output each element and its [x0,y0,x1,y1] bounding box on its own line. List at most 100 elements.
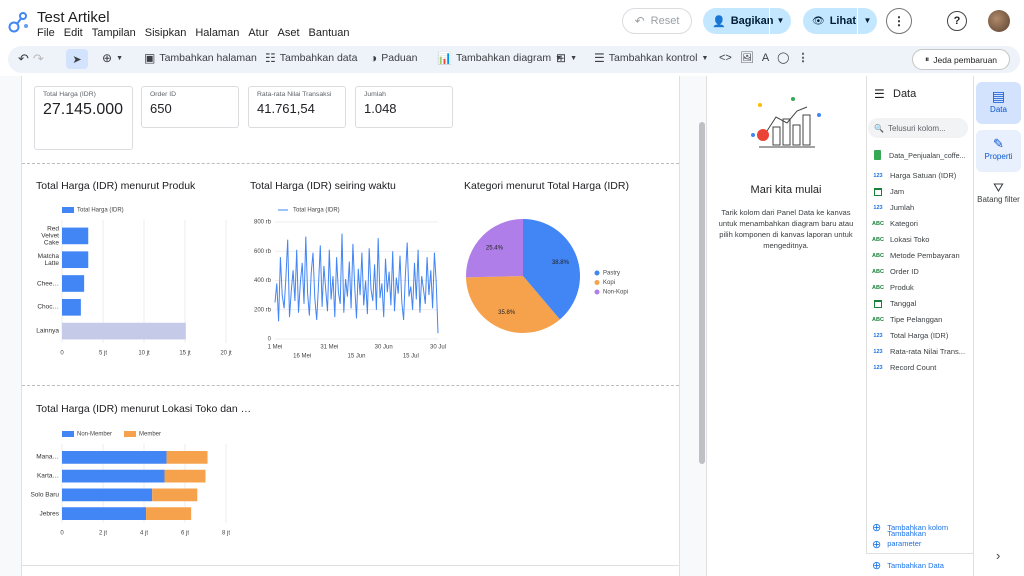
rail-properties[interactable]: ✎ Properti [976,130,1021,172]
rail-properties-label: Properti [984,152,1013,161]
report-title[interactable]: Test Artikel [37,9,110,26]
theme[interactable]: ◑ Paduan [370,51,418,65]
menu-item[interactable]: Bantuan [308,27,350,39]
field-type-icon: 123 [873,332,883,339]
avatar[interactable] [988,10,1010,32]
theme-label: Paduan [381,52,418,64]
view-label: Lihat [829,15,856,27]
view-button[interactable]: 👁 Lihat ▼ [803,8,877,34]
collapse-button[interactable]: › [996,548,1001,563]
more-button[interactable]: ⋮ [886,8,912,34]
zoom[interactable]: ⊕ ▼ [102,51,123,65]
add-data-label: Tambahkan data [279,52,358,64]
add-data-footer-label: Tambahkan Data [887,560,944,570]
add-field[interactable]: ⊕ Tambahkan kolom [872,522,949,534]
scrollbar[interactable] [699,122,705,464]
menu-item[interactable]: Edit [63,27,83,39]
field-name: Lokasi Toko [890,235,930,244]
scorecard-label: Jumlah [364,91,386,98]
scorecard[interactable]: Total Harga (IDR) 27.145.000 [34,86,133,150]
logo [8,12,28,33]
help-button[interactable]: ? [947,11,967,31]
field-name: Rata-rata Nilai Trans... [890,347,966,356]
y-category-label: Matcha Latte [37,252,59,267]
menu-item[interactable]: Sisipkan [144,27,187,39]
field-name: Jam [890,187,905,196]
canvas-edge [22,565,679,566]
scorecard[interactable]: Rata-rata Nilai Transaksi 41.761,54 [248,86,346,128]
scorecard[interactable]: Order ID 650 [141,86,239,128]
date-icon [874,299,882,308]
field-name: Metode Pembayaran [890,251,960,260]
field-type-icon: 123 [873,204,883,211]
reset-button[interactable]: ↶ Reset [622,8,692,34]
field-item[interactable]: 123 Jumlah [872,203,914,212]
field-type-icon: ABC [872,284,884,291]
scorecard-value: 650 [150,101,172,116]
field-name: Order ID [890,267,919,276]
scorecard-label: Rata-rata Nilai Transaksi [257,91,332,98]
date-icon [874,187,882,196]
field-type-icon: ABC [872,220,884,227]
menu-item[interactable]: Halaman [195,27,240,39]
scorecard[interactable]: Jumlah 1.048 [355,86,453,128]
start-panel [706,76,866,576]
menu-item[interactable]: Tampilan [91,27,136,39]
panel-actions: ⊕ Tambahkan kolom ⊕ Tambahkan parameter [866,518,972,554]
y-category-label: Lainnya [36,327,59,335]
add-control[interactable]: ☰ Tambahkan kontrol ▼ [594,51,709,65]
rail-data[interactable]: ▤ Data [976,82,1021,124]
add-chart[interactable]: 📊 Tambahkan diagram ▼ [437,51,563,65]
field-item[interactable]: ABC Order ID [872,267,919,276]
data-source[interactable]: Data_Penjualan_coffe... [889,151,966,160]
report-canvas [21,76,680,576]
add-page[interactable]: ▣ Tambahkan halaman [144,51,257,65]
field-item[interactable]: 123 Harga Satuan (IDR) [872,171,956,180]
field-type-icon: ABC [872,316,884,323]
menu-item[interactable]: File [37,27,55,39]
field-item[interactable]: 123 Total Harga (IDR) [872,331,948,340]
data-panel-title: Data [893,88,917,100]
pause-button[interactable]: ⏸ Jeda pembaruan [912,49,1010,70]
start-title: Mari kita mulai [750,184,822,196]
field-search[interactable]: 🔍 Telusuri kolom... [868,118,968,138]
menu-item[interactable]: Aset [277,27,300,39]
field-item[interactable]: ABC Produk [872,283,914,292]
data-panel-icon: ☰ [874,87,885,101]
field-type-icon: 123 [873,172,883,179]
field-item[interactable]: 123 Record Count [872,363,936,372]
field-item[interactable]: ABC Metode Pembayaran [872,251,960,260]
add-data[interactable]: ☷ Tambahkan data [265,51,358,65]
field-type-icon: ABC [872,268,884,275]
component-menu[interactable]: ⊞ ▼ [556,51,577,65]
field-type-icon: 123 [873,364,883,371]
add-page-label: Tambahkan halaman [159,52,257,64]
share-button[interactable]: 👤 Bagikan ▼ [703,8,791,34]
select-tool[interactable]: ➤ [66,49,88,69]
field-item[interactable]: Jam [872,187,904,196]
add-parameter-label: Tambahkan parameter [887,528,926,548]
field-item[interactable]: 123 Rata-rata Nilai Trans... [872,347,965,356]
scorecard-label: Total Harga (IDR) [43,91,96,98]
add-chart-label: Tambahkan diagram [455,52,552,64]
field-name: Total Harga (IDR) [890,331,949,340]
field-name: Produk [890,283,914,292]
field-type-icon: ABC [872,236,884,243]
add-parameter[interactable]: ⊕ Tambahkan parameter [872,529,932,552]
y-category-label: Solo Baru [30,491,59,499]
add-data-footer[interactable]: ⊕ Tambahkan Data [866,553,973,576]
scorecard-value: 27.145.000 [43,101,124,118]
field-item[interactable]: ABC Lokasi Toko [872,235,929,244]
y-category-label: Karta… [36,472,59,480]
menu-item[interactable]: Atur [248,27,269,39]
section-divider [22,163,679,164]
field-item[interactable]: Tanggal [872,299,916,308]
rail-filter[interactable]: ⛛ Batang filter [977,180,1020,204]
reset-label: Reset [650,15,680,27]
insert-tools[interactable]: <> 🖼 A ◯ ⋮ [719,51,809,65]
data-panel [866,76,973,576]
rail-data-label: Data [990,105,1007,114]
field-item[interactable]: ABC Tipe Pelanggan [872,315,942,324]
undo-redo[interactable]: ↶ ↷ [18,51,44,66]
field-item[interactable]: ABC Kategori [872,219,918,228]
